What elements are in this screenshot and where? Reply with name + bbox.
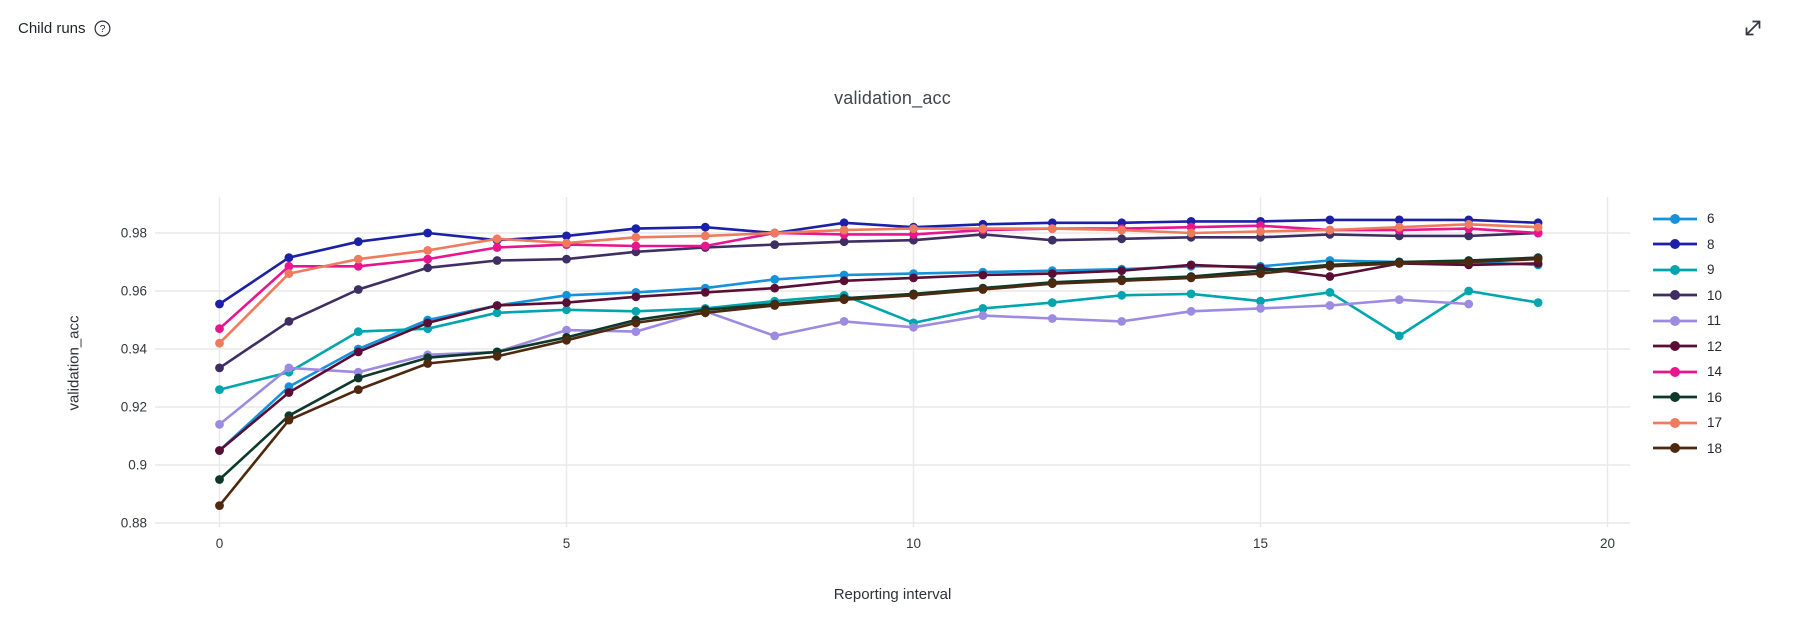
legend-label: 14	[1707, 364, 1723, 380]
legend-label: 6	[1707, 211, 1715, 227]
series-markers-6	[215, 256, 1543, 455]
legend-swatch	[1653, 443, 1697, 454]
chart-title: validation_acc	[834, 88, 951, 108]
legend-swatch	[1653, 315, 1697, 326]
legend-item-6[interactable]: 6	[1652, 206, 1722, 232]
y-tick-label: 0.96	[120, 283, 147, 299]
x-tick-label: 5	[562, 536, 571, 551]
svg-text:?: ?	[99, 23, 105, 35]
legend-label: 9	[1707, 262, 1715, 278]
legend-swatch	[1653, 239, 1697, 250]
x-tick-label: 20	[1599, 536, 1616, 551]
legend-item-8[interactable]: 8	[1652, 232, 1722, 258]
legend-item-16[interactable]: 16	[1652, 385, 1722, 411]
legend-swatch	[1653, 264, 1697, 275]
series-markers-18	[215, 254, 1543, 510]
series-line-6	[218, 259, 1539, 452]
legend-swatch	[1653, 341, 1697, 352]
x-tick-label: 0	[215, 536, 224, 551]
series-markers-11	[215, 295, 1474, 429]
series-line-12	[218, 262, 1539, 452]
legend: 6 8 9 10 11 12 14 16 17 18	[1652, 206, 1722, 461]
series-markers-17	[215, 219, 1543, 348]
series-line-18	[218, 257, 1539, 507]
x-tick-label: 15	[1252, 536, 1269, 551]
x-tick-label: 10	[905, 536, 922, 551]
widget-header: Child runs ?	[18, 20, 111, 37]
legend-swatch	[1653, 290, 1697, 301]
expand-button[interactable]	[1739, 14, 1767, 42]
series-line-17	[218, 223, 1539, 345]
series-line-10	[218, 231, 1539, 369]
legend-label: 16	[1707, 389, 1723, 405]
y-tick-label: 0.94	[120, 341, 147, 357]
legend-label: 12	[1707, 338, 1723, 354]
legend-item-12[interactable]: 12	[1652, 334, 1722, 360]
series-markers-9	[215, 286, 1543, 394]
y-tick-label: 0.92	[120, 399, 147, 415]
y-tick-label: 0.98	[120, 225, 147, 241]
series-line-16	[218, 256, 1539, 481]
series-markers-14	[215, 221, 1543, 334]
legend-item-17[interactable]: 17	[1652, 410, 1722, 436]
widget-title: Child runs	[18, 20, 86, 37]
legend-swatch	[1653, 366, 1697, 377]
y-axis-title: validation_acc	[65, 315, 83, 411]
legend-swatch	[1653, 213, 1697, 224]
legend-item-10[interactable]: 10	[1652, 283, 1722, 309]
legend-label: 8	[1707, 236, 1715, 252]
legend-item-14[interactable]: 14	[1652, 359, 1722, 385]
series-line-8	[218, 218, 1539, 306]
x-axis-title: Reporting interval	[833, 586, 952, 603]
legend-item-9[interactable]: 9	[1652, 257, 1722, 283]
legend-label: 18	[1707, 440, 1723, 456]
legend-item-18[interactable]: 18	[1652, 436, 1722, 462]
legend-swatch	[1653, 417, 1697, 428]
legend-swatch	[1653, 392, 1697, 403]
series-line-9	[219, 289, 1539, 391]
legend-label: 10	[1707, 287, 1723, 303]
legend-label: 17	[1707, 415, 1723, 431]
y-tick-label: 0.88	[120, 515, 147, 531]
legend-item-11[interactable]: 11	[1652, 308, 1722, 334]
help-icon[interactable]: ?	[94, 20, 111, 37]
expand-icon	[1745, 20, 1761, 36]
y-tick-label: 0.9	[128, 457, 147, 473]
legend-label: 11	[1707, 313, 1722, 329]
